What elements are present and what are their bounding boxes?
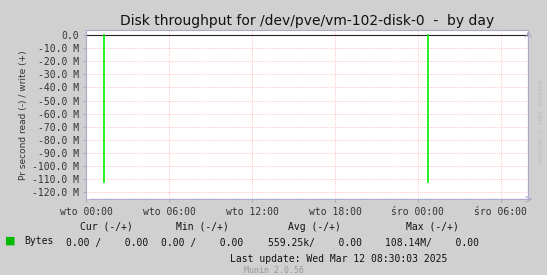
Text: Avg (-/+): Avg (-/+) <box>288 222 341 232</box>
Text: 559.25k/    0.00: 559.25k/ 0.00 <box>267 238 362 248</box>
Text: 0.00 /    0.00: 0.00 / 0.00 <box>66 238 148 248</box>
Text: Bytes: Bytes <box>25 236 54 246</box>
Title: Disk throughput for /dev/pve/vm-102-disk-0  -  by day: Disk throughput for /dev/pve/vm-102-disk… <box>120 14 494 28</box>
Text: 108.14M/    0.00: 108.14M/ 0.00 <box>385 238 479 248</box>
Y-axis label: Pr second read (-) / write (+): Pr second read (-) / write (+) <box>19 50 27 180</box>
Text: RRDTOOL / TOBI OETIKER: RRDTOOL / TOBI OETIKER <box>538 80 543 162</box>
Text: Max (-/+): Max (-/+) <box>406 222 458 232</box>
Text: Munin 2.0.56: Munin 2.0.56 <box>243 266 304 274</box>
Text: 0.00 /    0.00: 0.00 / 0.00 <box>161 238 243 248</box>
Text: Min (-/+): Min (-/+) <box>176 222 229 232</box>
Text: ■: ■ <box>5 236 16 246</box>
Text: Cur (-/+): Cur (-/+) <box>80 222 133 232</box>
Text: Last update: Wed Mar 12 08:30:03 2025: Last update: Wed Mar 12 08:30:03 2025 <box>230 254 448 263</box>
